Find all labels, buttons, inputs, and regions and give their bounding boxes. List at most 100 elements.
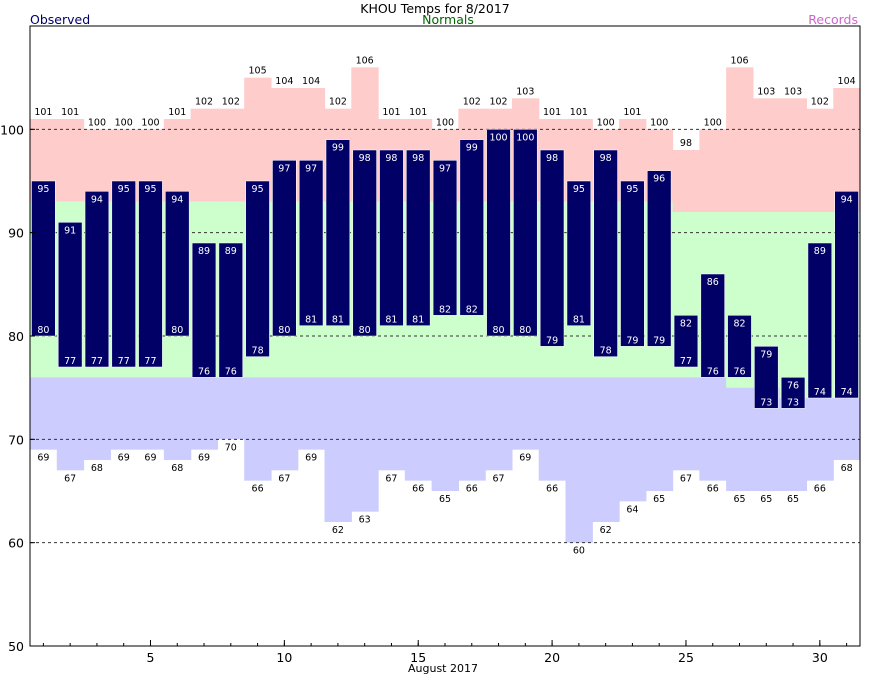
observed-bar (272, 160, 297, 337)
record-low-band (110, 377, 138, 450)
observed-bar (406, 149, 431, 326)
record-low-band (485, 377, 513, 471)
record-high-label: 105 (249, 66, 267, 77)
record-low-label: 67 (680, 473, 692, 484)
observed-low-label: 77 (118, 356, 130, 367)
record-low-label: 66 (707, 484, 719, 495)
record-high-band (779, 98, 808, 212)
y-tick-label: 60 (8, 536, 24, 551)
observed-low-label: 80 (519, 325, 531, 336)
legend-normals: Normals (422, 12, 474, 27)
x-tick-label: 10 (276, 650, 292, 665)
observed-bar (459, 139, 484, 316)
observed-high-label: 98 (359, 153, 371, 164)
record-high-label: 101 (34, 107, 52, 118)
x-tick-label: 15 (410, 650, 426, 665)
observed-bar (620, 180, 645, 347)
record-high-label: 101 (382, 107, 400, 118)
observed-high-label: 76 (787, 380, 799, 391)
observed-high-label: 97 (278, 163, 290, 174)
record-high-band (83, 129, 111, 202)
observed-low-label: 74 (841, 387, 853, 398)
y-tick-label: 90 (8, 226, 24, 241)
observed-low-label: 80 (37, 325, 49, 336)
observed-high-label: 95 (252, 184, 264, 195)
record-high-label: 101 (543, 107, 561, 118)
observed-bar (298, 160, 324, 326)
observed-bar (700, 273, 725, 378)
observed-low-label: 81 (305, 315, 317, 326)
observed-high-label: 100 (489, 132, 507, 143)
record-high-label: 103 (757, 86, 775, 97)
y-tick-label: 100 (0, 122, 24, 137)
observed-high-label: 95 (37, 184, 49, 195)
observed-bar (780, 377, 806, 409)
observed-low-label: 80 (359, 325, 371, 336)
record-high-label: 102 (811, 97, 829, 108)
legend-records: Records (808, 12, 858, 27)
observed-high-label: 82 (733, 318, 745, 329)
record-low-band (645, 377, 674, 491)
observed-low-label: 81 (385, 315, 397, 326)
record-high-label: 101 (409, 107, 427, 118)
observed-low-label: 80 (171, 325, 183, 336)
record-high-band (672, 150, 700, 212)
record-low-band (378, 377, 406, 471)
x-tick-label: 30 (812, 650, 828, 665)
y-tick-label: 70 (8, 432, 24, 447)
record-high-label: 98 (680, 138, 692, 149)
record-high-label: 103 (784, 86, 802, 97)
observed-bar (379, 149, 404, 326)
record-low-band (190, 377, 219, 450)
record-low-label: 62 (600, 525, 612, 536)
record-low-band (351, 377, 379, 512)
record-low-band (83, 377, 111, 460)
observed-bar (539, 149, 565, 347)
record-low-label: 65 (439, 494, 451, 505)
observed-bar (727, 315, 752, 378)
record-low-label: 65 (653, 494, 665, 505)
observed-low-label: 73 (787, 397, 799, 408)
record-low-label: 62 (332, 525, 344, 536)
record-low-label: 69 (118, 453, 130, 464)
observed-low-label: 74 (814, 387, 826, 398)
record-low-label: 67 (278, 473, 290, 484)
observed-low-label: 80 (278, 325, 290, 336)
record-low-label: 69 (519, 453, 531, 464)
record-low-band (511, 377, 540, 450)
observed-low-label: 78 (600, 346, 612, 357)
record-low-label: 65 (760, 494, 772, 505)
record-low-label: 66 (466, 484, 478, 495)
record-high-label: 104 (838, 76, 856, 87)
observed-low-label: 79 (546, 335, 558, 346)
record-low-band (30, 377, 58, 450)
record-low-band (270, 377, 299, 471)
record-low-band (404, 377, 433, 481)
observed-bar (754, 346, 779, 409)
observed-low-label: 76 (707, 366, 719, 377)
record-low-band (672, 377, 700, 471)
x-tick-label: 20 (544, 650, 560, 665)
observed-bar (84, 191, 110, 368)
record-low-label: 69 (305, 453, 317, 464)
observed-low-label: 81 (412, 315, 424, 326)
observed-high-label: 100 (516, 132, 534, 143)
observed-high-label: 86 (707, 277, 719, 288)
observed-low-label: 79 (653, 335, 665, 346)
observed-high-label: 96 (653, 174, 665, 185)
record-high-band (217, 108, 245, 202)
x-tick-label: 5 (147, 650, 155, 665)
record-low-label: 66 (252, 484, 264, 495)
record-high-label: 104 (302, 76, 320, 87)
record-high-band (190, 108, 219, 202)
observed-high-label: 89 (198, 246, 210, 257)
record-low-band (565, 377, 593, 543)
observed-high-label: 95 (626, 184, 638, 195)
record-low-label: 70 (225, 442, 237, 453)
record-low-label: 68 (91, 463, 103, 474)
record-high-band (752, 98, 781, 212)
record-low-label: 68 (171, 463, 183, 474)
observed-low-label: 81 (332, 315, 344, 326)
observed-high-label: 79 (760, 349, 772, 360)
